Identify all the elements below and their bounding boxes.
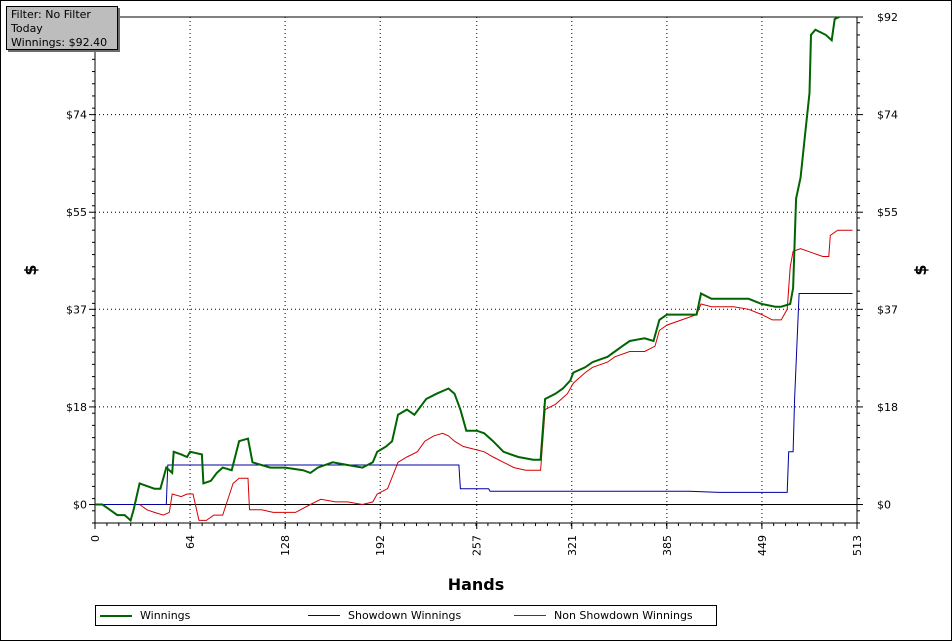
y-axis-left-labels: $0$18$37$55$74$92 bbox=[66, 11, 87, 512]
y-tick-label-right: $0 bbox=[877, 499, 891, 512]
legend-label-showdown: Showdown Winnings bbox=[348, 609, 462, 622]
y-tick-label-right: $74 bbox=[877, 109, 898, 122]
y-tick-label-left: $55 bbox=[66, 206, 87, 219]
legend-label-non-showdown: Non Showdown Winnings bbox=[554, 609, 693, 622]
y-tick-label-left: $37 bbox=[66, 303, 87, 316]
filter-text: Filter: No Filter bbox=[11, 8, 91, 21]
plot-area bbox=[94, 16, 858, 524]
grid bbox=[95, 17, 857, 523]
legend: Winnings Showdown Winnings Non Showdown … bbox=[95, 605, 717, 626]
y-tick-label-left: $74 bbox=[66, 109, 87, 122]
series-line-winnings bbox=[95, 16, 840, 523]
x-tick-label: 321 bbox=[566, 535, 579, 556]
legend-item-winnings: Winnings bbox=[96, 606, 190, 625]
y-tick-label-right: $18 bbox=[877, 401, 898, 414]
series-lines bbox=[95, 16, 853, 523]
period-text: Today bbox=[11, 22, 43, 35]
axis-ticks bbox=[89, 16, 863, 529]
legend-label-winnings: Winnings bbox=[140, 609, 191, 622]
series-line-showdown-winnings bbox=[95, 293, 853, 505]
info-box: Filter: No Filter Today Winnings: $92.40 bbox=[6, 6, 118, 50]
y-tick-label-right: $37 bbox=[877, 303, 898, 316]
y-tick-label-left: $18 bbox=[66, 401, 87, 414]
x-axis-title: Hands bbox=[448, 575, 505, 594]
legend-item-non-showdown: Non Showdown Winnings bbox=[510, 606, 693, 625]
winnings-text: Winnings: $92.40 bbox=[11, 36, 108, 49]
series-line-non-showdown-winnings bbox=[139, 229, 853, 521]
y-tick-label-left: $0 bbox=[73, 499, 87, 512]
x-tick-label: 0 bbox=[89, 535, 102, 542]
y-axis-title-left: $ bbox=[21, 264, 40, 275]
y-tick-label-right: $55 bbox=[877, 206, 898, 219]
legend-swatch-showdown bbox=[308, 615, 340, 616]
x-tick-label: 385 bbox=[661, 535, 674, 556]
legend-item-showdown: Showdown Winnings bbox=[304, 606, 461, 625]
x-tick-label: 513 bbox=[851, 535, 864, 556]
x-tick-label: 64 bbox=[184, 535, 197, 549]
x-tick-label: 128 bbox=[279, 535, 292, 556]
y-tick-label-right: $92 bbox=[877, 11, 898, 24]
x-tick-label: 449 bbox=[756, 535, 769, 556]
y-axis-title-right: $ bbox=[911, 264, 930, 275]
y-axis-right-labels: $0 $18 $37 $55 $74 $92 bbox=[877, 11, 898, 512]
x-axis-labels: 0 64 128 192 257 321 385 449 513 bbox=[89, 535, 864, 556]
x-tick-label: 192 bbox=[374, 535, 387, 556]
x-tick-label: 257 bbox=[471, 535, 484, 556]
legend-swatch-non-showdown bbox=[514, 615, 546, 616]
legend-swatch-winnings bbox=[100, 614, 132, 617]
